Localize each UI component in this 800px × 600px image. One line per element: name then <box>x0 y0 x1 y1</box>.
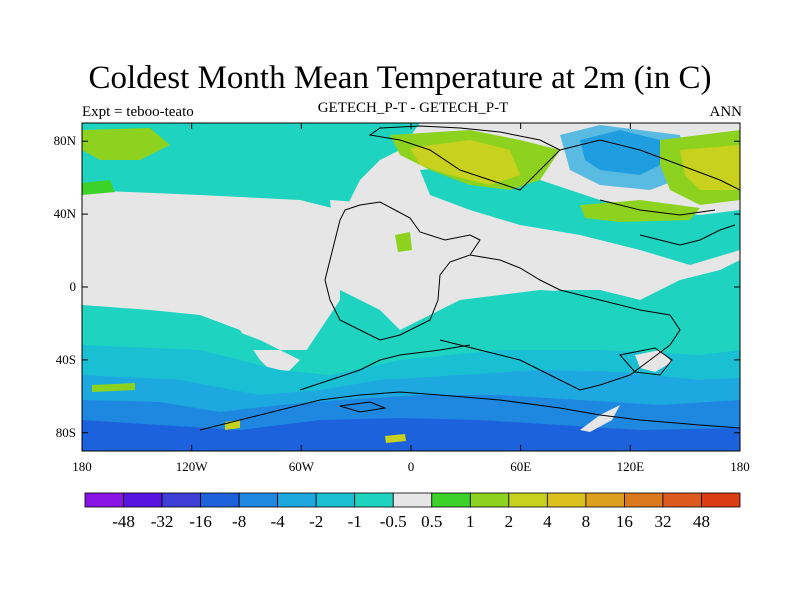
colorbar-label: 1 <box>466 512 475 531</box>
colorbar: -48 -32 -16 -8 -4 -2 -1 -0.5 0.5 1 2 4 8 16 32 48 <box>84 492 741 531</box>
colorbar-swatch <box>123 492 163 508</box>
y-tick-label: 40S <box>56 352 76 367</box>
x-tick-label: 120E <box>617 459 645 474</box>
colorbar-label: -0.5 <box>380 512 407 531</box>
x-tick-label: 60W <box>289 459 315 474</box>
x-axis: 180 120W 60W 0 60E 120E 180 <box>72 123 750 474</box>
colorbar-label: -4 <box>271 512 286 531</box>
y-tick-label: 80S <box>56 425 76 440</box>
field-nh-yellowgreen-2 <box>680 145 740 190</box>
colorbar-label: -2 <box>309 512 323 531</box>
y-axis: 80N 40N 0 40S 80S <box>54 133 740 440</box>
x-tick-label: 60E <box>510 459 531 474</box>
period-label: ANN <box>709 104 743 120</box>
colorbar-swatch <box>701 492 741 508</box>
colorbar-swatch <box>354 492 394 508</box>
y-tick-label: 40N <box>54 206 77 221</box>
colorbar-label: -8 <box>232 512 246 531</box>
coastline-north-east <box>559 139 740 216</box>
coastline-southern-coast <box>199 391 740 431</box>
colorbar-swatch <box>662 492 702 508</box>
field-nh-green-4 <box>580 200 700 222</box>
experiment-label: Expt = teboo-teato <box>82 104 194 120</box>
coastline-south-arc <box>299 344 471 391</box>
colorbar-swatch <box>200 492 240 508</box>
colorbar-label: 4 <box>543 512 552 531</box>
field-nh-green-5 <box>82 180 115 195</box>
colorbar-swatch <box>469 492 510 508</box>
colorbar-label: 16 <box>616 512 633 531</box>
field-sh-grey-2 <box>580 405 620 432</box>
colorbar-label: 48 <box>693 512 710 531</box>
colorbar-label: -1 <box>348 512 362 531</box>
field-grey-central-block <box>330 200 560 330</box>
colorbar-swatch <box>84 492 124 508</box>
colorbar-swatch <box>585 492 625 508</box>
y-tick-label: 0 <box>70 279 77 294</box>
colorbar-label: -32 <box>151 512 174 531</box>
field-sh-grey-1 <box>635 350 672 372</box>
temperature-field <box>82 123 740 451</box>
x-tick-label: 120W <box>176 459 209 474</box>
coastline-west-continent <box>324 201 481 341</box>
field-nh-lightblue <box>560 125 690 190</box>
y-tick-label: 80N <box>54 133 77 148</box>
x-tick-label: 180 <box>730 459 750 474</box>
colorbar-swatch <box>431 492 471 508</box>
colorbar-label: 8 <box>582 512 591 531</box>
field-sh-deepblue <box>82 418 740 451</box>
field-sh-green-3 <box>385 434 406 443</box>
field-nh-green-6 <box>395 232 412 252</box>
colorbar-swatch <box>508 492 548 508</box>
colorbar-swatch <box>277 492 317 508</box>
colorbar-label: -48 <box>112 512 135 531</box>
x-tick-label: 180 <box>72 459 92 474</box>
colorbar-swatch <box>238 492 279 508</box>
colorbar-swatch <box>315 492 356 508</box>
colorbar-swatch <box>546 492 587 508</box>
colorbar-swatch <box>624 492 664 508</box>
field-tropical-cyan <box>82 290 740 380</box>
colorbar-swatch <box>161 492 201 508</box>
coastline-east-ridge <box>639 224 736 246</box>
field-nh-green-1 <box>82 128 170 160</box>
colorbar-label: 2 <box>505 512 514 531</box>
coastline-east-continent <box>439 254 681 391</box>
field-nh-yellowgreen <box>410 140 520 185</box>
x-tick-label: 0 <box>408 459 415 474</box>
plot-title: Coldest Month Mean Temperature at 2m (in… <box>88 60 712 96</box>
field-grey-midlat-band <box>82 190 340 380</box>
coastlines <box>199 125 740 431</box>
colorbar-label: 32 <box>654 512 671 531</box>
colorbar-swatch <box>392 492 433 508</box>
colorbar-label: -16 <box>189 512 212 531</box>
colorbar-label: 0.5 <box>421 512 442 531</box>
field-sh-green-1 <box>92 383 135 392</box>
coastline-north-continent <box>368 125 561 191</box>
model-label: GETECH_P-T - GETECH_P-T <box>317 100 509 116</box>
coastline-southern-islands <box>339 347 673 413</box>
